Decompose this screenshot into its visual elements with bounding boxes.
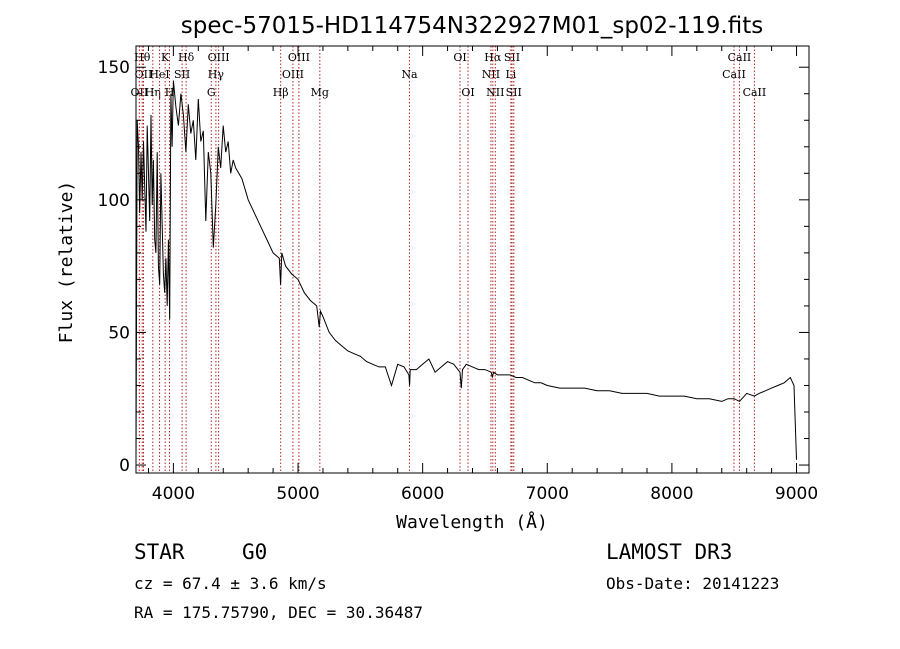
object-class: STAR [134,540,185,564]
spectral-line-label: OII [135,68,153,81]
y-tick-label: 50 [108,323,130,343]
x-tick-label: 7000 [526,484,569,504]
spectral-line-label: SII [506,86,522,99]
spectral-line-label: Hη [145,86,161,99]
coordinates: RA = 175.75790, DEC = 30.36487 [134,603,423,622]
y-axis-label: Flux (relative) [56,181,77,344]
x-tick-label: 4000 [152,484,195,504]
spectral-line-label: Hγ [208,68,225,81]
survey-name: LAMOST DR3 [606,540,733,564]
spectrum-line [135,80,797,460]
spectral-line-label: OI [461,86,474,99]
x-tick-label: 9000 [775,484,818,504]
spectral-line-label: SII [504,51,520,64]
spectral-line-label: HeI [149,68,169,81]
spectral-line-label: OIII [282,68,304,81]
x-axis-label: Wavelength (Å) [396,511,548,533]
x-tick-label: 6000 [401,484,444,504]
spectral-line-label: K [161,51,170,64]
chart-title: spec-57015-HD114754N322927M01_sp02-119.f… [181,13,763,39]
x-tick-label: 5000 [276,484,319,504]
spectral-line-label: OIII [288,51,310,64]
spectral-line-label: Hα [484,51,502,64]
spectral-line-label: NII [486,86,504,99]
spectral-line-label: H [165,86,175,99]
y-tick-label: 150 [98,58,130,78]
spectral-line-label: CaII [722,68,746,81]
plot-frame [135,45,810,474]
spectral-line-label: Li [505,68,516,81]
spectral-line-label: Hδ [178,51,195,64]
spectral-line-label: Hθ [134,51,151,64]
y-tick-label: 0 [119,456,130,476]
redshift-readout: cz = 67.4 ± 3.6 km/s [134,574,327,593]
spectral-line-label: CaII [743,86,767,99]
spectral-line-label: Hβ [273,86,289,99]
spectral-line-label: G [207,86,216,99]
obs-date: Obs-Date: 20141223 [606,574,780,593]
spectral-line-label: CaII [728,51,752,64]
spectral-line-label: SII [174,68,190,81]
spectral-line-label: OI [453,51,466,64]
spectral-line-label: NII [482,68,500,81]
y-tick-label: 100 [98,191,130,211]
axis-ticks: 4000 5000 6000 7000 8000 9000 0 50 100 150 [98,46,818,504]
spectral-line-label: OIII [208,51,230,64]
x-tick-label: 8000 [650,484,693,504]
spectral-line-label: Na [401,68,418,81]
object-subclass: G0 [242,540,268,564]
spectral-line-label: Mg [311,86,329,99]
